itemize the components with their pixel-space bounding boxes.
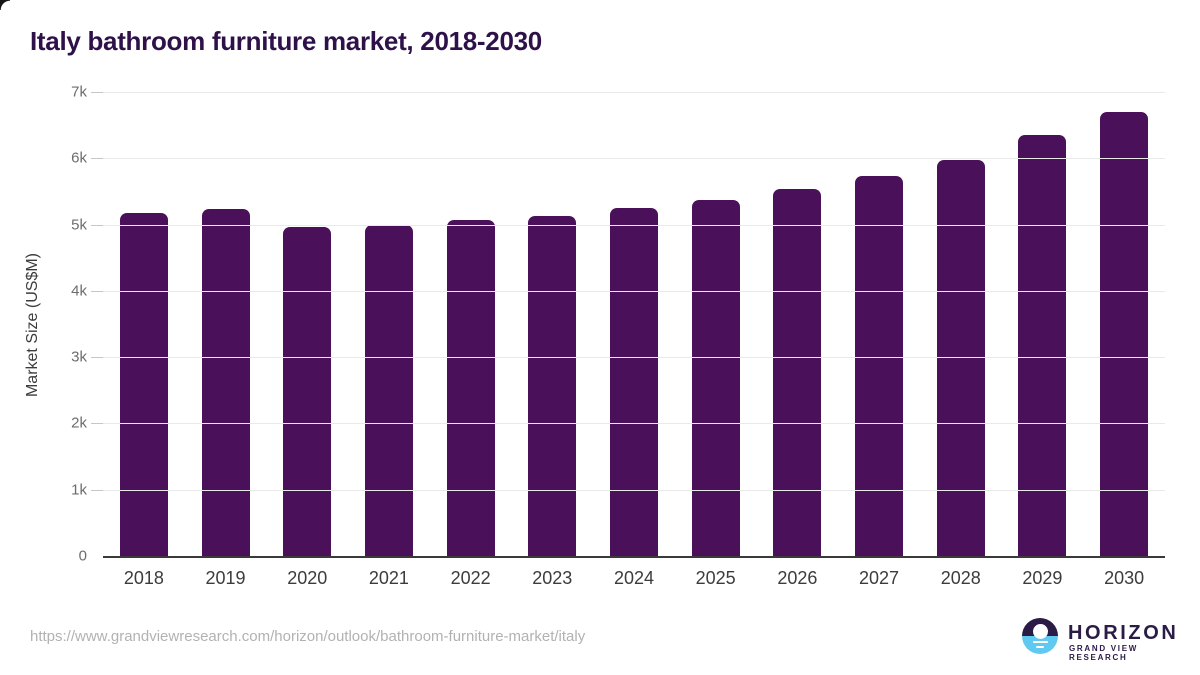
gridline-7k [103, 92, 1165, 93]
bar-2020[interactable] [283, 227, 332, 556]
x-tick-label-2028: 2028 [940, 568, 981, 588]
bar-column-2019 [185, 92, 267, 556]
y-tick-label-3k: 3k [71, 348, 87, 366]
gridline-5k [103, 224, 1165, 226]
x-tick-label-2025: 2025 [695, 568, 736, 588]
x-tick-label-2024: 2024 [613, 568, 654, 588]
bar-column-2029 [1002, 92, 1084, 556]
bar-2025[interactable] [691, 200, 740, 556]
bar-column-2022 [430, 92, 512, 556]
x-tick-label-2019: 2019 [205, 568, 246, 588]
bar-column-2021 [348, 92, 430, 556]
x-tick-label-2021: 2021 [368, 568, 409, 588]
bar-column-2024 [593, 92, 675, 556]
y-tickmark [91, 423, 103, 425]
bar-2023[interactable] [528, 215, 577, 556]
chart-title: Italy bathroom furniture market, 2018-20… [30, 26, 542, 56]
bar-column-2027 [838, 92, 920, 556]
x-tick-label-2030: 2030 [1104, 568, 1145, 588]
bar-2018[interactable] [119, 213, 168, 556]
gridline-2k [103, 423, 1165, 425]
logo-name: HORIZON [1068, 622, 1179, 644]
window-corner-artifact [0, 0, 10, 10]
y-tickmark [91, 158, 103, 160]
x-tick-label-2026: 2026 [777, 568, 818, 588]
bar-2027[interactable] [855, 176, 904, 556]
x-tick-label-2022: 2022 [450, 568, 491, 588]
y-axis-title: Market Size (US$M) [24, 252, 41, 398]
x-tick-label-2029: 2029 [1022, 568, 1063, 588]
y-tick-label-4k: 4k [71, 282, 87, 300]
bar-column-2026 [757, 92, 839, 556]
source-url: https://www.grandviewresearch.com/horizo… [30, 628, 586, 645]
bar-column-2030 [1083, 92, 1165, 556]
bar-2022[interactable] [446, 219, 495, 556]
gridline-4k [103, 290, 1165, 292]
wave-line-icon [1036, 645, 1044, 648]
y-tick-label-7k: 7k [71, 83, 87, 101]
y-tick-label-6k: 6k [71, 149, 87, 167]
plot-area: 0 1k 2k 3k 4k 5k 6k 7k [71, 84, 1165, 565]
wave-line-icon [1032, 640, 1048, 643]
y-tick-label-5k: 5k [71, 216, 87, 234]
y-tick-label-0: 0 [78, 547, 87, 565]
x-tick-label-2018: 2018 [123, 568, 164, 588]
bar-2021[interactable] [364, 225, 413, 556]
horizon-logo-icon [1022, 618, 1058, 654]
bar-2029[interactable] [1018, 135, 1067, 556]
sun-icon [1032, 624, 1048, 639]
x-tick-label-2020: 2020 [287, 568, 328, 588]
bar-column-2023 [511, 92, 593, 556]
y-tickmark [91, 357, 103, 359]
y-tickmark [91, 224, 103, 226]
horizon-logo: HORIZON GRAND VIEW RESEARCH [1022, 618, 1176, 662]
bar-2019[interactable] [201, 208, 250, 556]
y-tickmark [91, 92, 103, 93]
bar-column-2018 [103, 92, 185, 556]
y-tick-label-1k: 1k [71, 481, 87, 499]
gridline-3k [103, 357, 1165, 359]
bar-series [103, 92, 1165, 556]
gridline-6k [103, 158, 1165, 160]
x-tick-label-2027: 2027 [859, 568, 900, 588]
y-tick-label-2k: 2k [71, 414, 87, 432]
bar-2026[interactable] [773, 189, 822, 556]
bar-column-2020 [266, 92, 348, 556]
y-tickmark [91, 290, 103, 292]
bar-column-2028 [920, 92, 1002, 556]
y-tickmark [91, 489, 103, 491]
x-axis-labels: 2018 2019 2020 2021 2022 2023 2024 2025 2026 2027… [103, 568, 1165, 589]
bar-column-2025 [675, 92, 757, 556]
bar-2024[interactable] [609, 208, 658, 556]
x-tick-label-2023: 2023 [532, 568, 573, 588]
logo-subtitle: GRAND VIEW RESEARCH [1069, 644, 1138, 662]
bar-2030[interactable] [1100, 111, 1149, 556]
gridline-1k [103, 489, 1165, 491]
